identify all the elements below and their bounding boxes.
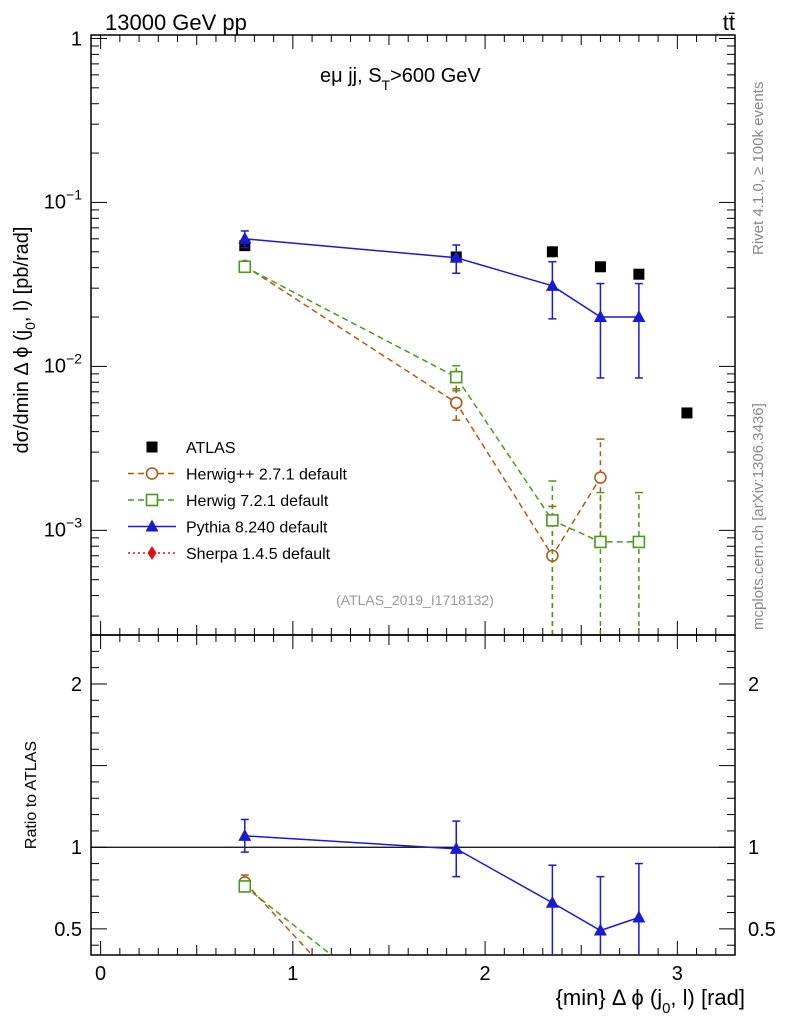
x-tick-label: 3: [672, 963, 683, 985]
ratio-tick-labels: 0.5 0.5 1 1 2 2 0 1 2 3: [54, 674, 776, 985]
ratio-pythia-8-240-default-point: [632, 910, 646, 923]
ratio-herwig-7-2-1-default-point: [238, 880, 252, 893]
ratio-herwig-7-2-1-default-line: [244, 885, 332, 956]
legend-marker-herwig-7-2-1-default: [145, 493, 159, 507]
herwig-7-2-1-default-point: [632, 535, 646, 549]
ylabel-part-1: dσ/dmin Δ ϕ (j: [11, 330, 33, 454]
ratio-herwig-2-7-1-default-line: [244, 881, 313, 956]
ratio-y-tick-label-left: 0.5: [54, 919, 82, 941]
atlas-point: [546, 246, 558, 258]
y-tick-label: 1: [71, 28, 82, 50]
legend-label-pythia-8-240-default: Pythia 8.240 default: [186, 520, 328, 537]
herwig-7-2-1-default-point: [238, 260, 252, 274]
ratio-panel-frame: [90, 634, 736, 956]
xlabel-part-3: , l) [rad]: [670, 985, 745, 1010]
pythia-8-240-default-point: [632, 310, 646, 323]
mcplots-label: mcplots.cern.ch [arXiv:1306.3436]: [750, 403, 767, 630]
analysis-id-label: (ATLAS_2019_I1718132): [336, 592, 494, 608]
x-tick-label: 2: [480, 963, 491, 985]
legend-marker-herwig-2-7-1-default: [145, 467, 159, 480]
tick-exponent: −3: [66, 514, 82, 530]
y-tick-label: 10−2: [44, 350, 82, 377]
ratio-series-layer: [238, 818, 646, 956]
x-axis-label: {min} Δ ϕ (j0, l) [rad]: [556, 985, 745, 1017]
pythia-8-240-default-point: [545, 278, 559, 291]
title-tail: >600 GeV: [390, 65, 481, 87]
herwig-2-7-1-default-line: [244, 265, 602, 558]
ratio-y-tick-label-right: 2: [748, 674, 759, 696]
pythia-8-240-default-point: [238, 231, 252, 244]
tick-exponent: −1: [66, 186, 82, 202]
pythia-8-240-default-line: [244, 238, 639, 318]
x-tick-label: 1: [287, 963, 298, 985]
title-subscript: T: [382, 77, 391, 93]
legend-marker-pythia-8-240-default: [145, 519, 159, 532]
herwig-2-7-1-default-point: [449, 396, 463, 410]
atlas-point: [633, 268, 645, 280]
title-main: eμ jj, S: [320, 65, 382, 87]
herwig-7-2-1-default-point: [594, 535, 607, 549]
legend-label-sherpa-1-4-5-default: Sherpa 1.4.5 default: [186, 546, 331, 563]
main-axis-ticks: [91, 35, 735, 635]
ylabel-subscript: 0: [22, 322, 38, 330]
herwig-7-2-1-default-point: [546, 514, 559, 527]
xlabel-part-1: {min} Δ ϕ (j: [556, 985, 663, 1010]
legend-label-herwig-2-7-1-default: Herwig++ 2.7.1 default: [186, 467, 348, 484]
ratio-pythia-8-240-default-point: [449, 841, 463, 854]
ratio-y-tick-label-left: 1: [71, 837, 82, 859]
legend-label-herwig-7-2-1-default: Herwig 7.2.1 default: [186, 493, 329, 510]
ratio-y-tick-label-right: 1: [748, 837, 759, 859]
atlas-point: [681, 407, 693, 419]
ratio-axis-ticks: [91, 635, 735, 955]
ylabel-part-3: , l) [pb/rad]: [11, 226, 33, 322]
main-y-tick-labels: 10−310−210−11: [44, 28, 82, 541]
herwig-2-7-1-default-point: [594, 471, 607, 484]
xlabel-subscript: 0: [662, 1000, 670, 1017]
ratio-pythia-8-240-default-point: [593, 923, 607, 936]
herwig-7-2-1-default-point: [449, 370, 463, 384]
ratio-y-axis-label: Ratio to ATLAS: [23, 741, 40, 849]
tick-base: 10: [44, 355, 66, 377]
ratio-y-tick-label-left: 2: [71, 674, 82, 696]
legend-marker-atlas: [146, 441, 158, 453]
pythia-8-240-default-point: [449, 250, 463, 263]
legend: ATLAS Herwig++ 2.7.1 default Herwig 7.2.1 …: [128, 440, 348, 563]
ratio-pythia-8-240-default-point: [238, 828, 252, 841]
rivet-version-label: Rivet 4.1.0, ≥ 100k events: [750, 82, 767, 255]
energy-label: 13000 GeV pp: [105, 10, 247, 35]
process-label: tt̄: [723, 10, 735, 35]
tick-base: 10: [44, 519, 66, 541]
main-series-layer: [238, 230, 693, 635]
y-tick-label: 10−3: [44, 514, 82, 541]
main-plot-title: eμ jj, ST>600 GeV: [320, 65, 481, 93]
tick-exponent: −2: [66, 350, 82, 366]
ratio-pythia-8-240-default-point: [545, 895, 559, 908]
ratio-y-tick-label-right: 0.5: [748, 919, 776, 941]
pythia-8-240-default-point: [593, 310, 607, 323]
y-tick-label: 10−1: [44, 186, 82, 213]
tick-base: 10: [44, 191, 66, 213]
ratio-pythia-8-240-default-line: [244, 835, 640, 932]
x-tick-label: 0: [95, 963, 106, 985]
atlas-point: [594, 261, 606, 273]
legend-marker-sherpa-1-4-5-default: [147, 546, 157, 560]
main-y-axis-label: dσ/dmin Δ ϕ (j0, l) [pb/rad]: [11, 226, 38, 453]
legend-label-atlas: ATLAS: [186, 440, 236, 457]
